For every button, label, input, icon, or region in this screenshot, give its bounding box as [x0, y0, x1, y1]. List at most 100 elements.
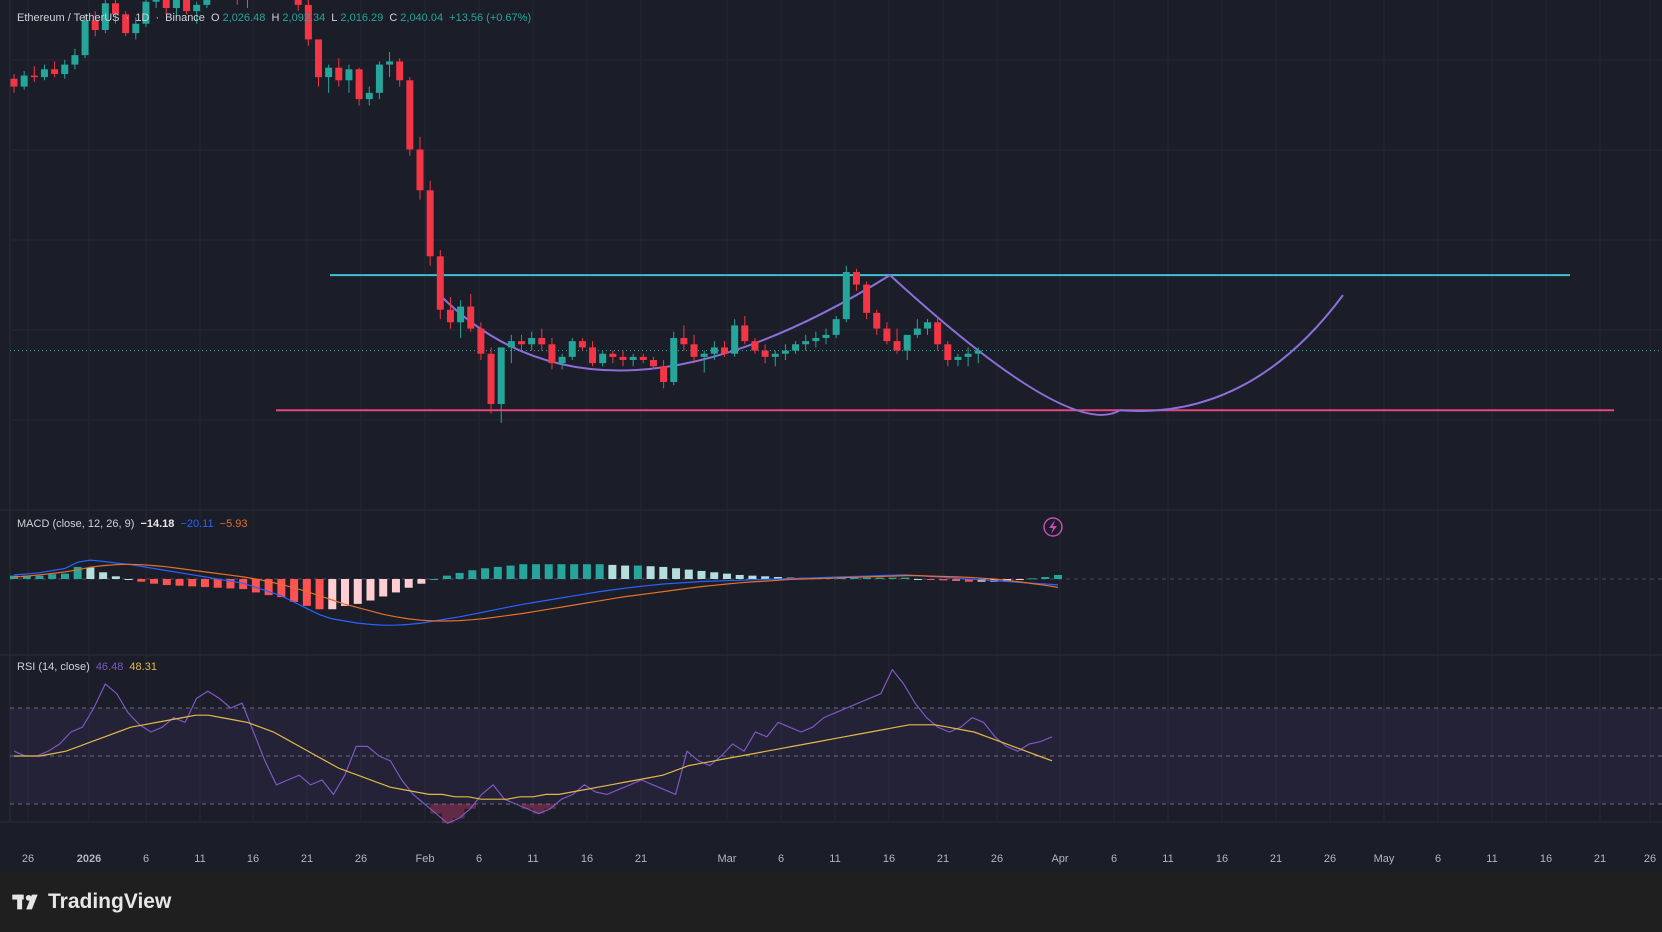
macd-histogram-bar [1028, 578, 1037, 580]
macd-histogram-bar [315, 579, 324, 610]
x-tick-label: Feb [416, 853, 435, 865]
interval-label[interactable]: 1D [135, 12, 150, 24]
candle-body [112, 3, 119, 15]
price-pane[interactable] [10, 0, 1662, 537]
macd-histogram-bar [150, 579, 159, 584]
candle-body [578, 341, 586, 348]
macd-legend[interactable]: MACD (close, 12, 26, 9) −14.18 −20.11 −5… [17, 518, 251, 530]
x-tick-label: 2026 [77, 853, 101, 865]
candle-body [893, 341, 901, 351]
macd-histogram-bar [710, 572, 719, 579]
close-key: C [389, 12, 398, 24]
low-value: 2,016.29 [340, 12, 384, 24]
rsi-pane[interactable] [10, 668, 1662, 824]
rsi-oversold-fill [441, 804, 454, 824]
symbol-name[interactable]: Ethereum / TetherUS [17, 12, 120, 24]
tradingview-logo[interactable]: TradingView [12, 890, 171, 914]
x-tick-label: 16 [581, 853, 593, 865]
candle-body [304, 4, 312, 40]
candle-body [710, 347, 718, 354]
macd-histogram-bar [290, 579, 299, 602]
macd-histogram-bar [532, 564, 540, 579]
macd-value: −14.18 [140, 518, 175, 530]
macd-histogram-bar [35, 575, 44, 579]
candle-body [842, 272, 850, 320]
macd-histogram-bar [888, 577, 897, 579]
x-tick-label: 26 [22, 853, 34, 865]
x-tick-label: 21 [635, 853, 647, 865]
chart-canvas[interactable]: 26 2026 6 11 16 21 26 Feb 6 11 16 21 Mar 6 11 16 21 26 Apr… [0, 0, 1662, 872]
macd-histogram-bar [913, 579, 922, 580]
macd-histogram-bar [697, 570, 706, 579]
candle-body [548, 344, 556, 364]
rsi-oversold-fill [453, 804, 465, 819]
time-axis[interactable]: 26 2026 6 11 16 21 26 Feb 6 11 16 21 Mar 6 11 16 21 26 Apr… [22, 853, 1656, 865]
macd-histogram-bar [773, 576, 782, 579]
x-tick-label: 16 [1216, 853, 1228, 865]
macd-histogram-bar [48, 574, 57, 579]
macd-histogram-bar [353, 579, 362, 604]
macd-histogram-bar [404, 579, 413, 588]
rsi-oversold-fill [521, 804, 533, 809]
candle-body [924, 322, 931, 329]
candle-body [609, 353, 617, 357]
x-tick-label: 11 [194, 853, 205, 865]
footer-bar [0, 872, 1662, 932]
macd-histogram-bar [939, 579, 948, 581]
x-tick-label: 26 [355, 853, 367, 865]
macd-histogram-bar [875, 577, 884, 579]
macd-histogram-bar [1054, 574, 1062, 579]
candle-body [741, 325, 749, 342]
candle-body [365, 92, 373, 100]
candle-body [467, 306, 475, 329]
macd-histogram-bar [761, 576, 770, 579]
hist-value: −5.93 [219, 518, 248, 530]
macd-histogram-bar [366, 579, 375, 601]
change-value: +13.56 (+0.67%) [449, 12, 532, 24]
macd-histogram-bar [417, 579, 426, 584]
macd-pane[interactable] [10, 559, 1662, 626]
macd-histogram-bar [137, 579, 146, 582]
candle-body [91, 20, 99, 30]
candle-body [457, 306, 465, 323]
candle-body [426, 190, 434, 257]
macd-histogram-bar [684, 569, 693, 579]
macd-histogram-bar [863, 577, 872, 579]
x-tick-label: 11 [1162, 853, 1173, 865]
candle-body [294, 0, 302, 5]
x-tick-label: May [1374, 853, 1395, 865]
rsi-legend[interactable]: RSI (14, close) 46.48 48.31 [17, 661, 160, 673]
rsi-oversold-fill [544, 804, 556, 809]
x-tick-label: 16 [1540, 853, 1552, 865]
candle-body [396, 61, 404, 81]
macd-histogram-bar [111, 576, 120, 579]
candle-body [446, 309, 454, 323]
open-key: O [211, 12, 220, 24]
macd-histogram-bar [10, 575, 18, 579]
macd-histogram-bar [582, 564, 591, 579]
low-key: L [331, 12, 338, 24]
macd-histogram-bar [73, 566, 82, 579]
candle-body [700, 353, 708, 357]
cup-curve-right [1119, 294, 1344, 412]
candle-body [680, 338, 688, 345]
candle-body [51, 69, 59, 74]
candle-body [934, 322, 942, 345]
macd-histogram-bar [302, 579, 311, 606]
rsi-ma-value: 48.31 [129, 661, 157, 673]
candle-body [792, 344, 800, 351]
candle-body [619, 356, 627, 360]
candle-body [132, 23, 140, 34]
macd-histogram-bar [735, 574, 744, 579]
lightning-icon-ring [1043, 517, 1063, 537]
macd-histogram-bar [926, 579, 935, 580]
candle-body [538, 338, 546, 345]
candle-body [386, 61, 394, 65]
macd-histogram-bar [748, 575, 757, 579]
signal-line [13, 563, 1059, 622]
macd-histogram-bar [646, 566, 655, 579]
candle-body [852, 272, 860, 285]
macd-histogram-bar [519, 564, 528, 579]
candle-body [568, 341, 576, 357]
